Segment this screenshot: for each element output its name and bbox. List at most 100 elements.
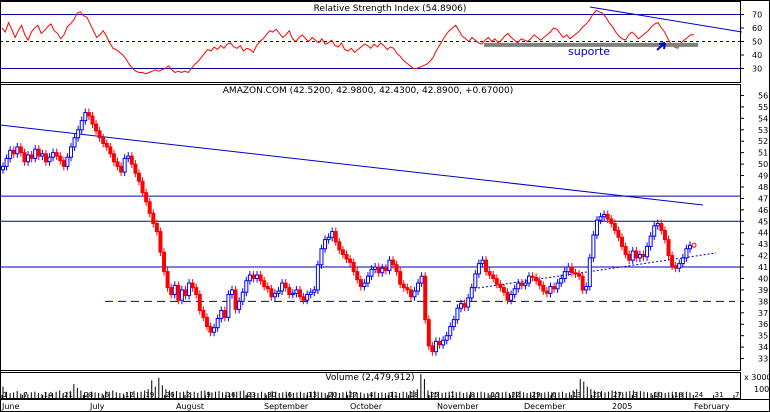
candle-body <box>466 297 471 308</box>
candle-body <box>598 216 603 221</box>
rsi-tick-label: 60 <box>752 24 762 33</box>
candle-body <box>358 279 363 287</box>
price-tick-label: 50 <box>758 160 768 169</box>
rsi-tick-label: 70 <box>752 11 762 20</box>
candle-body <box>308 291 313 295</box>
candle-body <box>276 290 281 294</box>
x-day-label: 14 <box>44 391 53 399</box>
candle-body <box>251 274 256 279</box>
x-month-label: November <box>437 402 479 411</box>
candle-body <box>609 218 614 225</box>
price-tick-label: 52 <box>758 137 768 146</box>
x-day-label: 11 <box>389 391 398 399</box>
candle-body <box>115 161 120 167</box>
price-tick-label: 54 <box>758 114 768 123</box>
candle-body <box>523 282 528 286</box>
candle-body <box>97 130 102 139</box>
x-day-label: 3 <box>633 391 637 399</box>
candle-body <box>577 273 582 277</box>
x-day-label: 26 <box>166 391 175 399</box>
candle-body <box>144 192 149 203</box>
candle-body <box>323 239 328 250</box>
x-day-label: 28 <box>84 391 93 399</box>
candle-body <box>129 155 134 165</box>
candle-body <box>501 287 506 293</box>
last-price-marker <box>691 242 697 248</box>
candle-body <box>602 213 607 218</box>
x-day-label: 18 <box>410 391 419 399</box>
price-tick-label: 46 <box>758 206 768 215</box>
candle-body <box>448 326 453 337</box>
x-day-label: 4 <box>369 391 374 399</box>
candle-body <box>405 287 410 291</box>
annotation-arrow <box>656 42 666 51</box>
candle-body <box>462 303 467 308</box>
candle-body <box>79 120 84 131</box>
x-day-label: 6 <box>552 391 557 399</box>
candle-body <box>333 231 338 243</box>
candle-body <box>315 264 320 291</box>
candle-body <box>344 253 349 260</box>
candle-body <box>537 280 542 286</box>
rsi-panel: Relative Strength Index (54.8906) suport… <box>0 4 743 75</box>
candle-body <box>4 157 9 167</box>
candle-body <box>194 287 199 295</box>
candle-body <box>190 282 195 289</box>
x-day-label: 23 <box>247 391 256 399</box>
candle-body <box>319 248 324 266</box>
candle-body <box>408 289 413 298</box>
candle-body <box>444 335 449 341</box>
price-tick-label: 45 <box>758 217 768 226</box>
candle-body <box>451 319 456 328</box>
candle-body <box>340 249 345 255</box>
x-month-label: December <box>524 402 566 411</box>
candle-body <box>380 267 385 274</box>
candle-body <box>183 289 188 297</box>
x-day-label: 31 <box>715 391 724 399</box>
x-day-label: 12 <box>125 391 134 399</box>
x-month-label: October <box>350 402 383 411</box>
candle-body <box>154 223 159 233</box>
candle-body <box>484 259 489 273</box>
candle-body <box>255 274 260 279</box>
candle-body <box>373 266 378 270</box>
x-day-label: 15 <box>491 391 500 399</box>
candle-body <box>555 282 560 290</box>
candle-body <box>104 142 109 148</box>
candle-body <box>215 318 220 329</box>
candle-body <box>219 310 224 320</box>
candle-body <box>652 225 657 237</box>
candle-body <box>136 172 141 182</box>
candle-body <box>487 271 492 276</box>
rsi-tick-label: 50 <box>752 38 762 47</box>
candle-body <box>552 285 557 290</box>
price-tick-label: 36 <box>758 320 768 329</box>
candle-body <box>455 307 460 321</box>
candle-body <box>441 339 446 346</box>
candle-body <box>212 327 217 333</box>
x-day-label: 30 <box>267 391 276 399</box>
candle-body <box>494 277 499 285</box>
candle-body <box>509 293 514 301</box>
candle-body <box>111 153 116 163</box>
candle-body <box>566 266 571 273</box>
candle-body <box>423 275 428 321</box>
candle-body <box>398 271 403 285</box>
rsi-line <box>1 9 694 75</box>
candle-body <box>172 284 177 295</box>
candle-body <box>26 154 31 163</box>
candle-body <box>36 148 41 157</box>
x-day-label: 6 <box>105 391 110 399</box>
candle-body <box>616 229 621 238</box>
candle-body <box>165 271 170 289</box>
candle-body <box>201 310 206 318</box>
price-tick-label: 48 <box>758 183 768 192</box>
price-tick-label: 34 <box>758 343 768 352</box>
x-day-label: 27 <box>613 391 622 399</box>
candle-body <box>65 156 70 167</box>
x-month-label: June <box>1 402 20 411</box>
price-tick-label: 56 <box>758 91 768 100</box>
x-day-label: 27 <box>349 391 358 399</box>
candle-body <box>326 236 331 241</box>
